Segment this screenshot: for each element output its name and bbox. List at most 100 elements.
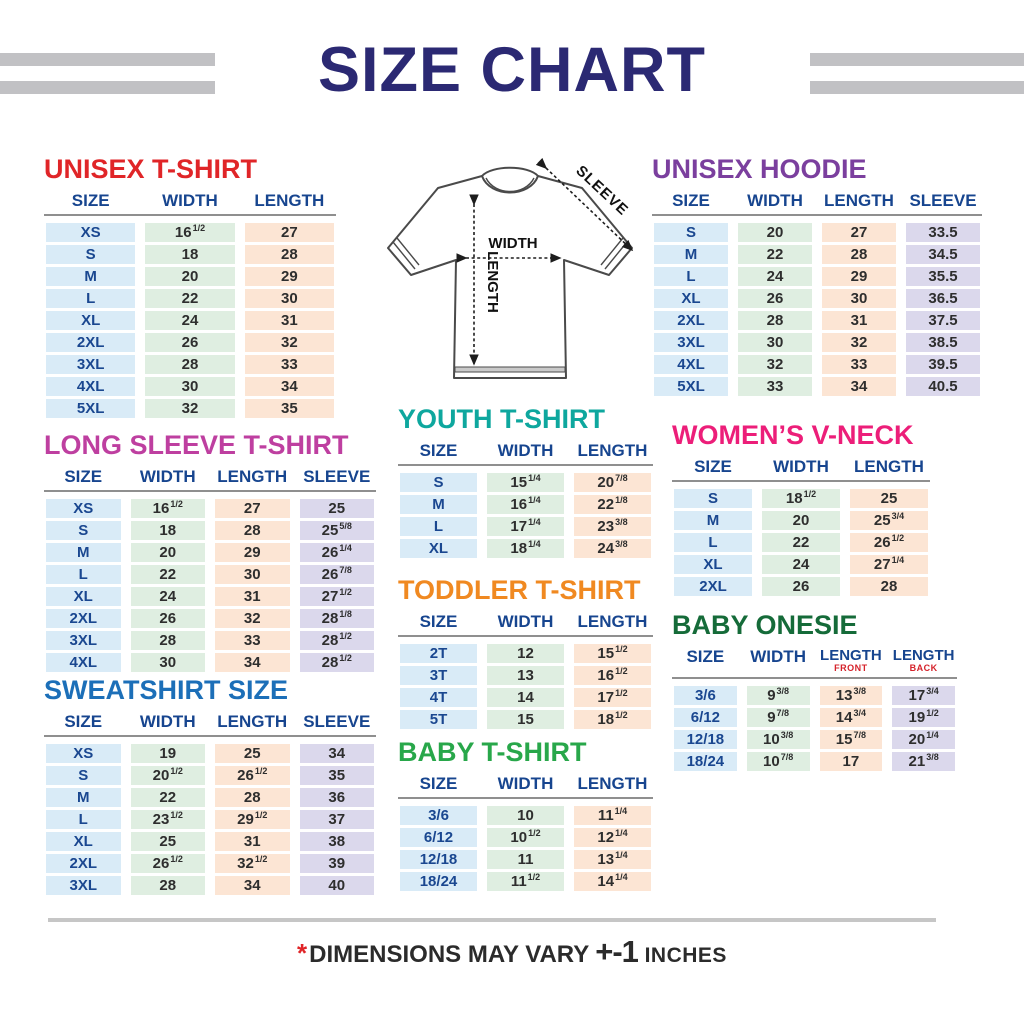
header-divider bbox=[44, 213, 336, 216]
size-cell: M bbox=[674, 510, 752, 530]
measurement-cell: 93/8 bbox=[746, 686, 810, 706]
measurement-cell: 14 bbox=[487, 687, 564, 707]
measurement-cell: 32 bbox=[145, 398, 235, 418]
section-title: LONG SLEEVE T-SHIRT bbox=[44, 430, 349, 460]
size-cell: L bbox=[46, 809, 121, 829]
column-header: SIZE bbox=[64, 712, 103, 731]
footnote-text: DIMENSIONS MAY VARY bbox=[309, 941, 590, 968]
measurement-cell: 34.5 bbox=[906, 244, 980, 264]
measurement-cell: 11 bbox=[487, 849, 564, 869]
measurement-cell: 13 bbox=[487, 665, 564, 685]
size-cell: L bbox=[46, 564, 121, 584]
measurement-cell: 27 bbox=[822, 222, 896, 242]
measurement-cell: 33 bbox=[215, 630, 290, 650]
measurement-cell: 18 bbox=[130, 520, 205, 540]
size-cell: XL bbox=[400, 538, 477, 558]
measurement-cell: 151/2 bbox=[574, 643, 651, 663]
measurement-cell: 25 bbox=[215, 743, 290, 763]
table-body: 3/6 93/8 133/8 173/4 6/12 97/8 143/4 191/2 12/18… bbox=[672, 686, 957, 772]
size-cell: S bbox=[46, 765, 121, 785]
sweatshirt-size-section: SWEATSHIRT SIZE SIZE WIDTH LENGTH SLEEVE XS… bbox=[44, 675, 376, 895]
measurement-cell: 255/8 bbox=[299, 520, 374, 540]
measurement-cell: 37.5 bbox=[906, 310, 980, 330]
column-header: LENGTH bbox=[254, 191, 325, 210]
size-cell: S bbox=[654, 222, 728, 242]
measurement-cell: 28 bbox=[130, 630, 205, 650]
measurement-cell: 22 bbox=[738, 244, 812, 264]
measurement-cell: 20 bbox=[738, 222, 812, 242]
size-cell: 2T bbox=[400, 643, 477, 663]
size-cell: 3XL bbox=[46, 630, 121, 650]
size-cell: 3T bbox=[400, 665, 477, 685]
column-header: SIZE bbox=[686, 647, 725, 666]
size-cell: S bbox=[400, 472, 477, 492]
section-title: WOMEN’S V-NECK bbox=[672, 420, 914, 450]
measurement-cell: 253/4 bbox=[850, 510, 928, 530]
size-cell: 5XL bbox=[654, 376, 728, 396]
measurement-cell: 34 bbox=[299, 743, 374, 763]
size-cell: 3/6 bbox=[400, 805, 477, 825]
measurement-cell: 32 bbox=[215, 608, 290, 628]
measurement-cell: 261/4 bbox=[299, 542, 374, 562]
measurement-cell: 26 bbox=[738, 288, 812, 308]
table-header-row: SIZE WIDTH LENGTH bbox=[672, 458, 930, 480]
decorative-bar bbox=[0, 53, 215, 66]
measurement-cell: 30 bbox=[130, 652, 205, 672]
measurement-cell: 22 bbox=[130, 564, 205, 584]
column-header: SIZE bbox=[419, 612, 458, 631]
measurement-cell: 243/8 bbox=[574, 538, 651, 558]
size-cell: 2XL bbox=[46, 853, 121, 873]
measurement-cell: 10 bbox=[487, 805, 564, 825]
measurement-cell: 161/4 bbox=[487, 494, 564, 514]
size-cell: 3/6 bbox=[674, 686, 737, 706]
measurement-cell: 30 bbox=[244, 288, 334, 308]
header-divider bbox=[652, 213, 982, 216]
measurement-cell: 35 bbox=[299, 765, 374, 785]
size-cell: L bbox=[400, 516, 477, 536]
measurement-cell: 39 bbox=[299, 853, 374, 873]
measurement-cell: 28 bbox=[244, 244, 334, 264]
column-header: SIZE bbox=[419, 774, 458, 793]
measurement-cell: 20 bbox=[145, 266, 235, 286]
size-cell: 3XL bbox=[46, 875, 121, 895]
measurement-cell: 221/8 bbox=[574, 494, 651, 514]
measurement-cell: 31 bbox=[822, 310, 896, 330]
table-body: XS 161/2 27 25 S 18 28 255/8 M 20 29 261/4 L 22 30 267/… bbox=[44, 498, 376, 672]
column-header: WIDTH bbox=[750, 647, 806, 666]
column-header: WIDTH bbox=[497, 612, 554, 631]
section-title: UNISEX HOODIE bbox=[652, 154, 867, 184]
size-cell: 18/24 bbox=[674, 752, 737, 772]
header-divider bbox=[398, 463, 653, 466]
long-sleeve-tshirt-section: LONG SLEEVE T-SHIRT SIZE WIDTH LENGTH SLEEV… bbox=[44, 430, 376, 672]
measurement-cell: 131/4 bbox=[574, 849, 651, 869]
measurement-cell: 271/4 bbox=[850, 554, 928, 574]
measurement-cell: 97/8 bbox=[746, 708, 810, 728]
measurement-cell: 24 bbox=[762, 554, 840, 574]
baby-tshirt-section: BABY T-SHIRT SIZE WIDTH LENGTH 3/6 10 111/4 6… bbox=[398, 737, 653, 891]
size-cell: 5T bbox=[400, 709, 477, 729]
measurement-cell: 33 bbox=[738, 376, 812, 396]
size-cell: S bbox=[46, 244, 136, 264]
measurement-cell: 121/4 bbox=[574, 827, 651, 847]
measurement-cell: 37 bbox=[299, 809, 374, 829]
column-header: WIDTH bbox=[497, 774, 554, 793]
measurement-cell: 33.5 bbox=[906, 222, 980, 242]
table-header-row: SIZE WIDTH LENGTH bbox=[398, 613, 653, 635]
size-cell: L bbox=[46, 288, 136, 308]
table-body: 2T 12 151/2 3T 13 161/2 4T 14 171/2 5T 15 181/2 bbox=[398, 643, 653, 729]
size-cell: M bbox=[46, 787, 121, 807]
table-header-row: SIZE WIDTH LENGTH bbox=[398, 442, 653, 464]
column-header: SLEEVE bbox=[303, 712, 371, 731]
measurement-cell: 171/4 bbox=[487, 516, 564, 536]
measurement-cell: 30 bbox=[822, 288, 896, 308]
section-title: BABY T-SHIRT bbox=[398, 737, 587, 767]
measurement-cell: 161/2 bbox=[145, 222, 235, 242]
measurement-cell: 133/8 bbox=[819, 686, 883, 706]
measurement-cell: 321/2 bbox=[215, 853, 290, 873]
table-header-row: SIZE WIDTH LENGTH bbox=[44, 192, 336, 214]
size-cell: 2XL bbox=[46, 332, 136, 352]
womens-vneck-section: WOMEN’S V-NECK SIZE WIDTH LENGTH S 181/2 25 M… bbox=[672, 420, 930, 596]
table-body: S 181/2 25 M 20 253/4 L 22 261/2 XL 24 271/4 2XL 26 28 bbox=[672, 488, 930, 596]
measurement-cell: 22 bbox=[762, 532, 840, 552]
measurement-cell: 157/8 bbox=[819, 730, 883, 750]
